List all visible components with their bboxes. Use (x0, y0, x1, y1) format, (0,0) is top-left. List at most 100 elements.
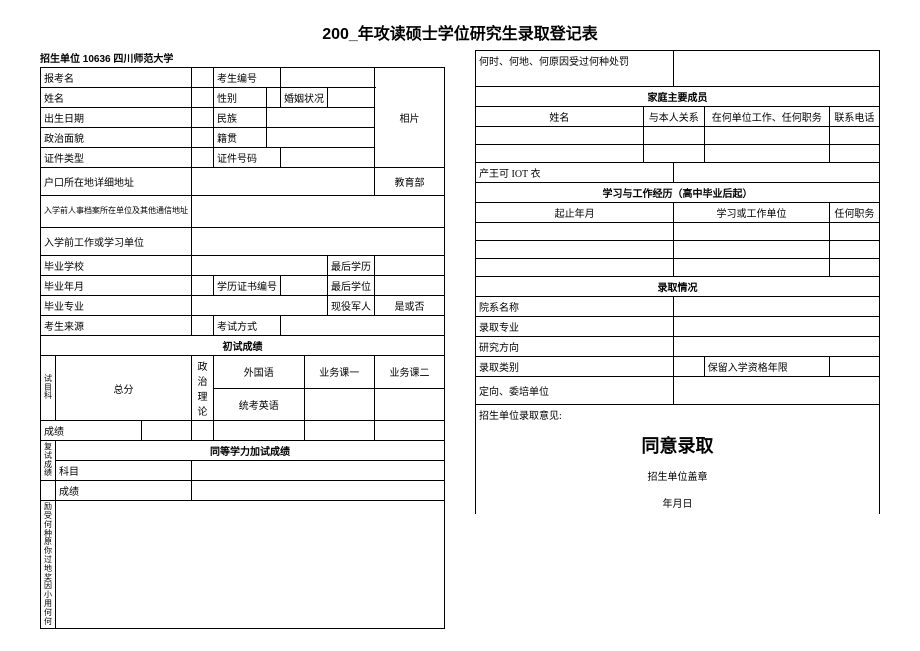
exp-r1c1 (476, 223, 674, 241)
retest-blank (41, 481, 56, 501)
label-score2: 成绩 (56, 481, 192, 501)
fam-r1c3 (704, 127, 829, 145)
label-ethnic: 民族 (214, 108, 267, 128)
label-score: 成绩 (41, 421, 142, 441)
cell-total (141, 421, 191, 441)
cell-name (192, 88, 214, 108)
label-biz1: 业务课一 (304, 356, 375, 389)
label-grad-ym: 毕业年月 (41, 276, 192, 296)
cell-score2 (192, 481, 445, 501)
org-line: 招生单位 10636 四川师范大学 (40, 50, 445, 65)
cell-marital (328, 88, 375, 108)
label-archive: 入学前人事档案所在单位及其他通信地址 (41, 196, 192, 228)
cell-cert-type (192, 148, 214, 168)
eq-head: 同等学力加试成绩 (56, 441, 445, 461)
fam-tel-h: 联系电话 (829, 107, 879, 127)
cell-b2 (375, 421, 445, 441)
admit-head: 录取情况 (476, 277, 880, 297)
label-prev-unit: 入学前工作或学习单位 (41, 228, 192, 256)
stamp-text: 招生单位盖章 (479, 458, 876, 483)
cell-ethnic (267, 108, 375, 128)
right-column: 何时、何地、何原因受过何种处罚 家庭主要成员 姓名 与本人关系 在何单位工作、任… (475, 50, 880, 514)
photo-box: 相片 (375, 68, 445, 168)
label-native: 籍贯 (214, 128, 267, 148)
cell-subject (192, 461, 445, 481)
cell-native (267, 128, 375, 148)
exp-post-h: 任何职务 (829, 203, 879, 223)
label-admit-type: 录取类别 (476, 357, 674, 377)
exp-head: 学习与工作经历（高中毕业后起） (476, 183, 880, 203)
approve-text: 同意录取 (479, 426, 876, 458)
label-research: 研究方向 (476, 337, 674, 357)
cell-grad-school (192, 256, 328, 276)
label-edu-min: 教育部 (375, 168, 445, 196)
fam-r2c4 (829, 145, 879, 163)
exp-r3c1 (476, 259, 674, 277)
date-text: 年月日 (479, 483, 876, 510)
two-column-layout: 招生单位 10636 四川师范大学 报考名 考生编号 相片 姓名 性别 婚姻状况… (40, 50, 880, 629)
label-exam-mode: 考试方式 (214, 316, 281, 336)
family-head: 家庭主要成员 (476, 87, 880, 107)
exp-unit-h: 学习或工作单位 (674, 203, 830, 223)
cell-cand-no (281, 68, 375, 88)
fam-r2c3 (704, 145, 829, 163)
label-birth: 出生日期 (41, 108, 192, 128)
label-grad-school: 毕业学校 (41, 256, 192, 276)
retest-vert: 复试成绩 (41, 441, 56, 481)
cell-punish (674, 51, 880, 87)
award-vert: 励受何 种原你过 地奖因小用 何何 (41, 501, 56, 629)
cell-cand-src (192, 316, 214, 336)
cell-grad-ym (192, 276, 214, 296)
cell-dept (674, 297, 880, 317)
right-table: 何时、何地、何原因受过何种处罚 家庭主要成员 姓名 与本人关系 在何单位工作、任… (475, 50, 880, 514)
fam-r2c1 (476, 145, 644, 163)
exp-r3c3 (829, 259, 879, 277)
label-sponsor: 定向、委培单位 (476, 377, 674, 405)
label-active-army: 现役军人 (328, 296, 375, 316)
left-column: 招生单位 10636 四川师范大学 报考名 考生编号 相片 姓名 性别 婚姻状况… (40, 50, 445, 629)
fam-unit-h: 在何单位工作、任何职务 (704, 107, 829, 127)
cell-sponsor (674, 377, 880, 405)
label-total: 总分 (56, 356, 192, 421)
cell-yes-no: 是或否 (375, 296, 445, 316)
label-sex: 性别 (214, 88, 267, 108)
label-apply-name: 报考名 (41, 68, 192, 88)
label-cand-no: 考生编号 (214, 68, 281, 88)
cell-b1 (304, 421, 375, 441)
cell-biz2-name (375, 388, 445, 421)
cell-biz1-name (304, 388, 375, 421)
cell-admit-major (674, 317, 880, 337)
label-pol-theory: 政治理论 (192, 356, 214, 421)
cell-sex (267, 88, 281, 108)
cell-cert-no (281, 148, 375, 168)
label-dept: 院系名称 (476, 297, 674, 317)
exp-period-h: 起止年月 (476, 203, 674, 223)
cell-hukou (192, 168, 375, 196)
label-cand-src: 考生来源 (41, 316, 192, 336)
cell-admit-type (674, 357, 704, 377)
label-biz2: 业务课二 (375, 356, 445, 389)
label-cert-type: 证件类型 (41, 148, 192, 168)
cell-pol (192, 421, 214, 441)
subjects-vert: 试目科 (41, 356, 56, 421)
fam-r1c1 (476, 127, 644, 145)
label-tk-eng: 统考英语 (214, 388, 305, 421)
fam-r2c2 (643, 145, 704, 163)
exp-r2c1 (476, 241, 674, 259)
label-reserve: 保留入学资格年限 (704, 357, 829, 377)
fam-r1c2 (643, 127, 704, 145)
cell-politics (192, 128, 214, 148)
fam-rel-h: 与本人关系 (643, 107, 704, 127)
cell-final-degree (375, 276, 445, 296)
left-table: 报考名 考生编号 相片 姓名 性别 婚姻状况 出生日期 民族 (40, 67, 445, 629)
cell-chan (674, 163, 880, 183)
label-chan: 产王可 IOT 衣 (476, 163, 674, 183)
cell-grad-major (192, 296, 328, 316)
cell-diploma-no (281, 276, 328, 296)
label-punish: 何时、何地、何原因受过何种处罚 (476, 51, 674, 87)
exp-r2c3 (829, 241, 879, 259)
label-grad-major: 毕业专业 (41, 296, 192, 316)
label-admit-major: 录取专业 (476, 317, 674, 337)
label-final-edu: 最后学历 (328, 256, 375, 276)
cell-fl (214, 421, 305, 441)
